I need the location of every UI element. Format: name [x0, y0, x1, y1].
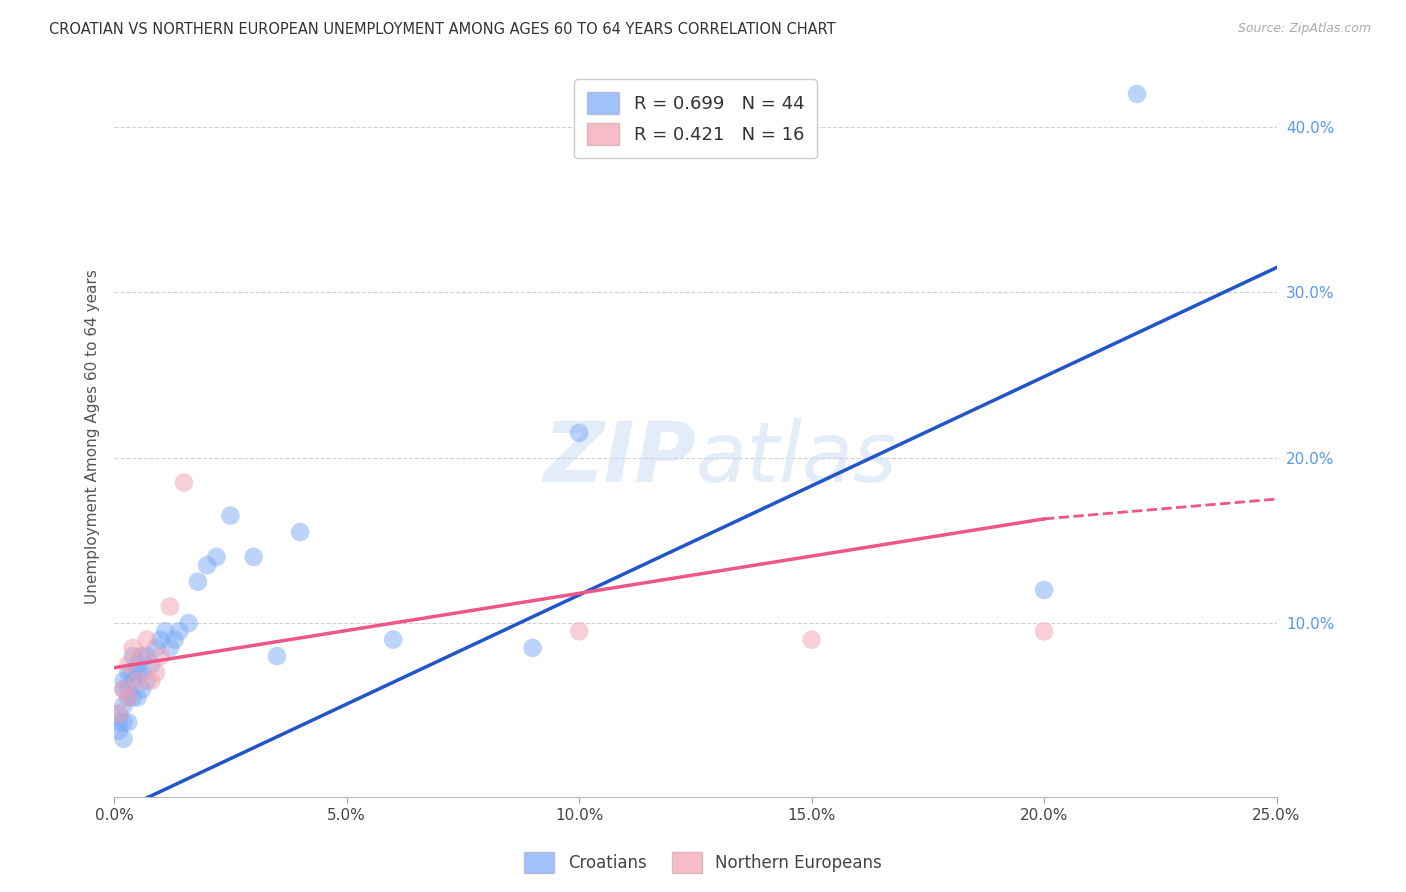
Point [117, 682, 139, 697]
Point [568, 624, 591, 639]
Text: CROATIAN VS NORTHERN EUROPEAN UNEMPLOYMENT AMONG AGES 60 TO 64 YEARS CORRELATION: CROATIAN VS NORTHERN EUROPEAN UNEMPLOYME… [49, 22, 835, 37]
Point [219, 508, 242, 523]
Point [1033, 582, 1056, 597]
Point [112, 731, 135, 746]
Point [108, 715, 131, 730]
Point [522, 640, 544, 655]
Point [242, 549, 264, 564]
Point [141, 673, 163, 688]
Point [127, 665, 149, 680]
Point [159, 640, 181, 655]
Point [131, 649, 153, 664]
Point [108, 723, 131, 738]
Point [117, 690, 139, 705]
Point [108, 706, 131, 721]
Point [127, 673, 149, 688]
Point [131, 649, 153, 664]
Point [568, 425, 591, 440]
Point [195, 558, 218, 573]
Point [131, 665, 153, 680]
Text: Source: ZipAtlas.com: Source: ZipAtlas.com [1237, 22, 1371, 36]
Point [117, 665, 139, 680]
Point [382, 632, 405, 647]
Point [135, 649, 157, 664]
Point [108, 706, 131, 721]
Point [135, 673, 157, 688]
Point [117, 690, 139, 705]
Point [112, 698, 135, 713]
Point [112, 682, 135, 697]
Point [112, 682, 135, 697]
Point [1126, 87, 1149, 101]
Text: atlas: atlas [696, 418, 897, 500]
Point [205, 549, 228, 564]
Point [121, 649, 143, 664]
Point [141, 657, 163, 672]
Point [121, 673, 143, 688]
Point [135, 632, 157, 647]
Point [121, 640, 143, 655]
Legend: Croatians, Northern Europeans: Croatians, Northern Europeans [517, 846, 889, 880]
Legend: R = 0.699   N = 44, R = 0.421   N = 16: R = 0.699 N = 44, R = 0.421 N = 16 [574, 79, 817, 158]
Point [149, 649, 172, 664]
Point [121, 665, 143, 680]
Point [155, 624, 177, 639]
Y-axis label: Unemployment Among Ages 60 to 64 years: Unemployment Among Ages 60 to 64 years [86, 269, 100, 605]
Point [127, 690, 149, 705]
Point [266, 649, 288, 664]
Text: ZIP: ZIP [543, 418, 696, 500]
Point [145, 640, 167, 655]
Point [169, 624, 191, 639]
Point [187, 574, 209, 589]
Point [117, 657, 139, 672]
Point [117, 715, 139, 730]
Point [800, 632, 823, 647]
Point [288, 525, 311, 540]
Point [127, 657, 149, 672]
Point [1033, 624, 1056, 639]
Point [121, 690, 143, 705]
Point [131, 682, 153, 697]
Point [112, 715, 135, 730]
Point [112, 673, 135, 688]
Point [173, 475, 195, 490]
Point [177, 616, 200, 631]
Point [159, 599, 181, 614]
Point [149, 632, 172, 647]
Point [163, 632, 186, 647]
Point [145, 665, 167, 680]
